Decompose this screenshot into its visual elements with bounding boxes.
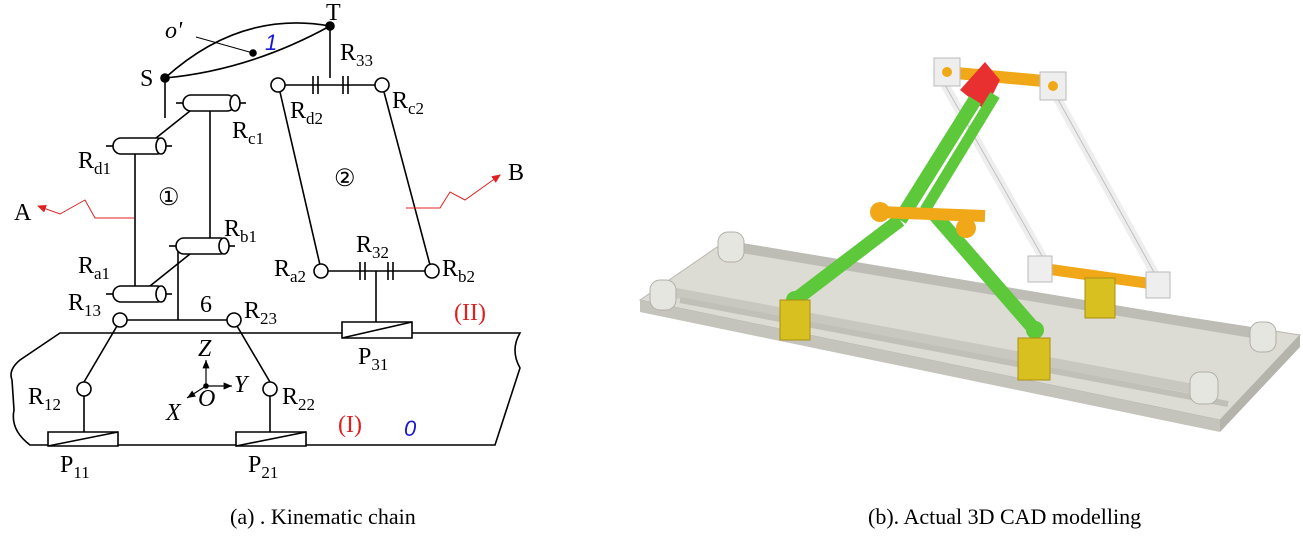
kinematic-labels: o' T S 1 ① ② A B Rc1 Rd1 Rb1 Ra1 R33 Rd2…: [14, 0, 524, 482]
label-Z: Z: [198, 336, 212, 362]
label-P31: P31: [358, 344, 388, 374]
label-R12: R12: [28, 384, 61, 414]
label-six: 6: [200, 292, 212, 318]
label-Rc2: Rc2: [392, 88, 424, 118]
caption-cad-modelling: (b). Actual 3D CAD modelling: [868, 504, 1142, 529]
label-loop-two: ②: [334, 166, 356, 192]
label-Y: Y: [234, 372, 250, 398]
cylinder-rd1: [106, 137, 172, 155]
cylinder-rb1: [169, 237, 235, 255]
moving-platform: [162, 22, 333, 80]
label-Rc1: Rc1: [232, 118, 264, 148]
label-Rb2: Rb2: [442, 256, 475, 286]
slider-block: [1084, 277, 1116, 319]
label-A: A: [14, 200, 32, 226]
label-R33: R33: [340, 40, 373, 70]
label-body-one: 1: [265, 30, 277, 55]
label-Rb1: Rb1: [224, 216, 257, 246]
label-S: S: [140, 66, 153, 92]
label-B: B: [508, 160, 524, 186]
label-O: O: [198, 386, 215, 412]
label-R22: R22: [282, 384, 315, 414]
label-Rd2: Rd2: [290, 98, 323, 128]
kinematic-chain-diagram: [10, 21, 522, 447]
label-P11: P11: [60, 452, 90, 482]
label-R13: R13: [68, 290, 101, 320]
label-loop-one: ①: [158, 185, 180, 211]
slider-block: [779, 299, 811, 341]
cad-model-render: [638, 57, 1302, 432]
label-R32: R32: [356, 232, 389, 262]
label-level-II: (II): [454, 300, 486, 326]
label-o-prime: o': [165, 18, 183, 44]
caption-kinematic-chain: (a) . Kinematic chain: [230, 504, 416, 529]
label-Ra2: Ra2: [274, 256, 306, 286]
label-Ra1: Ra1: [78, 253, 110, 283]
label-X: X: [165, 400, 182, 426]
label-R23: R23: [244, 298, 277, 328]
cylinder-ra1: [106, 285, 172, 303]
label-T: T: [326, 0, 341, 26]
label-level-I: (I): [338, 412, 362, 438]
cylinder-rc1: [176, 94, 246, 112]
base-plane: [10, 332, 522, 446]
label-Rd1: Rd1: [78, 148, 111, 178]
slider-block: [1017, 337, 1051, 381]
label-body-zero: 0: [404, 416, 417, 441]
label-P21: P21: [248, 452, 278, 482]
